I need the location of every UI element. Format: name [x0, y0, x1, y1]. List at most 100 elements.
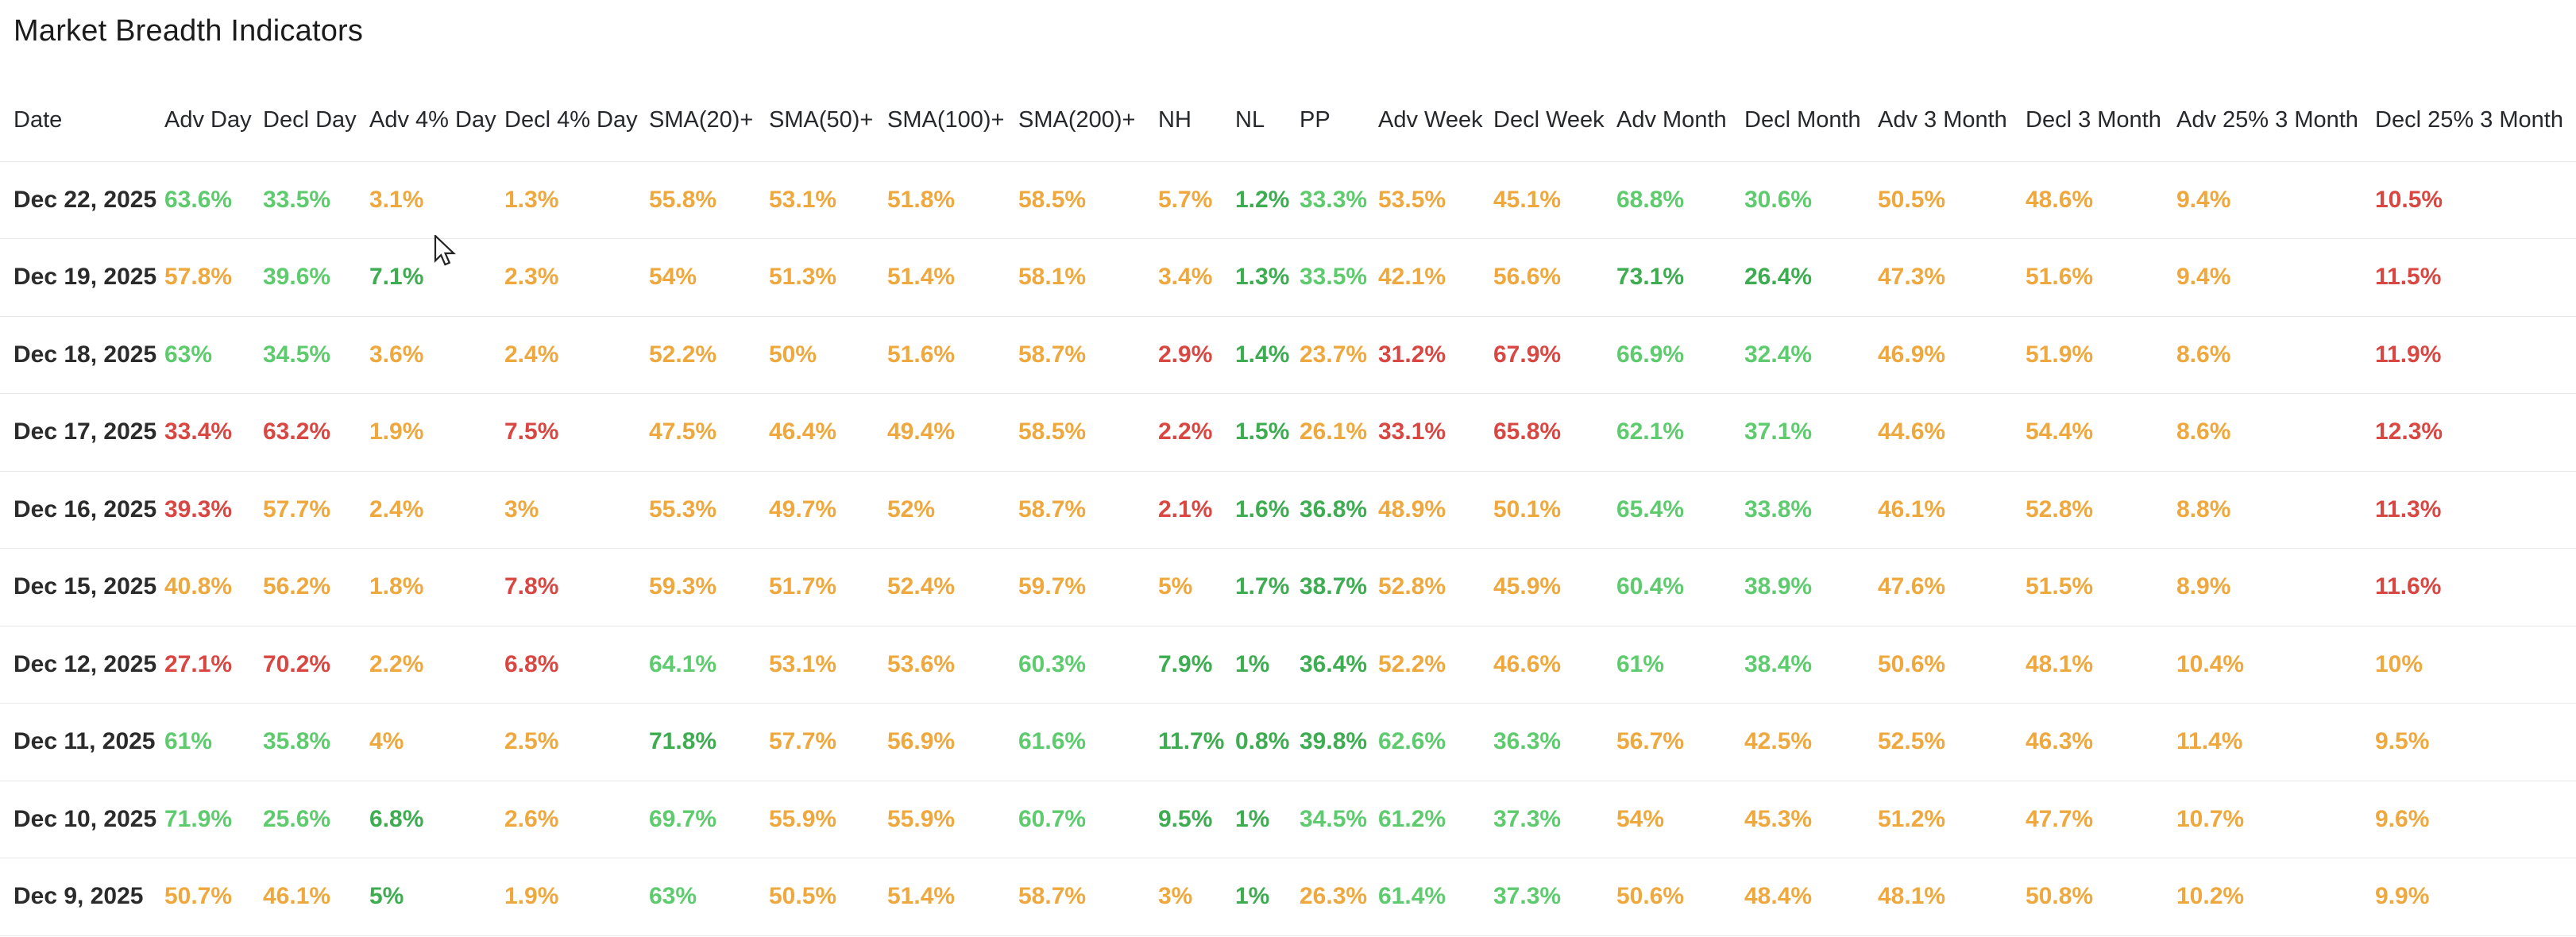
value-cell-adv-day: 39.3%	[164, 471, 263, 549]
value-cell-adv-3-month: 50.6%	[1878, 626, 2026, 704]
value-cell-nl: 1.6%	[1235, 471, 1300, 549]
value-cell-adv-day: 61%	[164, 703, 263, 781]
column-header-adv-4-day: Adv 4% Day	[369, 79, 504, 162]
value-cell-decl-week: 67.9%	[1493, 316, 1616, 394]
value-cell-adv-day: 71.9%	[164, 781, 263, 858]
value-cell-adv-month: 66.9%	[1616, 316, 1744, 394]
value-cell-decl-25-3-month: 12.3%	[2375, 393, 2576, 472]
value-cell-sma-20: 69.7%	[649, 781, 769, 858]
value-cell-decl-month: 42.5%	[1744, 703, 1878, 781]
value-cell-adv-4-day: 3.1%	[369, 161, 504, 239]
value-cell-adv-week: 61.2%	[1378, 781, 1493, 858]
value-cell-decl-3-month: 54.4%	[2026, 393, 2176, 472]
value-cell-sma-20: 64.1%	[649, 626, 769, 704]
value-cell-adv-week: 42.1%	[1378, 238, 1493, 317]
value-cell-nl: 1.3%	[1235, 238, 1300, 317]
value-cell-decl-week: 45.9%	[1493, 548, 1616, 627]
value-cell-decl-day: 70.2%	[263, 626, 369, 704]
value-cell-decl-25-3-month: 9.9%	[2375, 858, 2576, 936]
value-cell-sma-50: 49.7%	[769, 471, 887, 549]
value-cell-sma-100: 51.6%	[887, 316, 1018, 394]
value-cell-decl-week: 46.6%	[1493, 626, 1616, 704]
value-cell-sma-100: 55.9%	[887, 781, 1018, 858]
value-cell-sma-200: 58.1%	[1018, 238, 1158, 317]
value-cell-sma-50: 50.5%	[769, 858, 887, 936]
value-cell-adv-month: 61%	[1616, 626, 1744, 704]
value-cell-adv-week: 62.6%	[1378, 703, 1493, 781]
table-row: Dec 10, 2025 71.9% 25.6% 6.8% 2.6% 69.7% 55.9%…	[0, 781, 2576, 858]
value-cell-decl-4-day: 7.5%	[504, 393, 649, 472]
column-header-nl: NL	[1235, 79, 1300, 162]
value-cell-adv-week: 61.4%	[1378, 858, 1493, 936]
value-cell-sma-100: 53.6%	[887, 626, 1018, 704]
value-cell-nh: 2.2%	[1158, 393, 1235, 472]
value-cell-adv-week: 31.2%	[1378, 316, 1493, 394]
value-cell-pp: 36.4%	[1300, 626, 1378, 704]
value-cell-decl-day: 57.7%	[263, 471, 369, 549]
value-cell-decl-day: 46.1%	[263, 858, 369, 936]
value-cell-adv-week: 53.5%	[1378, 161, 1493, 239]
value-cell-adv-month: 65.4%	[1616, 471, 1744, 549]
value-cell-sma-200: 58.7%	[1018, 471, 1158, 549]
value-cell-adv-month: 54%	[1616, 781, 1744, 858]
value-cell-nl: 1.4%	[1235, 316, 1300, 394]
value-cell-decl-month: 37.1%	[1744, 393, 1878, 472]
value-cell-adv-day: 57.8%	[164, 238, 263, 317]
date-cell: Dec 9, 2025	[0, 858, 164, 936]
value-cell-decl-3-month: 48.6%	[2026, 161, 2176, 239]
value-cell-decl-4-day: 7.8%	[504, 548, 649, 627]
value-cell-sma-50: 53.1%	[769, 626, 887, 704]
value-cell-decl-week: 45.1%	[1493, 161, 1616, 239]
value-cell-decl-4-day: 3%	[504, 471, 649, 549]
value-cell-pp: 34.5%	[1300, 781, 1378, 858]
value-cell-nl: 1.2%	[1235, 161, 1300, 239]
value-cell-decl-week: 56.6%	[1493, 238, 1616, 317]
value-cell-decl-week: 37.3%	[1493, 858, 1616, 936]
value-cell-decl-day: 33.5%	[263, 161, 369, 239]
value-cell-decl-3-month: 51.6%	[2026, 238, 2176, 317]
value-cell-decl-3-month: 48.1%	[2026, 626, 2176, 704]
value-cell-decl-month: 48.4%	[1744, 858, 1878, 936]
value-cell-sma-200: 61.6%	[1018, 703, 1158, 781]
date-cell: Dec 19, 2025	[0, 238, 164, 317]
value-cell-decl-3-month: 46.3%	[2026, 703, 2176, 781]
value-cell-pp: 38.7%	[1300, 548, 1378, 627]
value-cell-decl-week: 65.8%	[1493, 393, 1616, 472]
value-cell-adv-25-3-month: 8.6%	[2176, 393, 2375, 472]
value-cell-decl-week: 50.1%	[1493, 471, 1616, 549]
value-cell-decl-25-3-month: 11.9%	[2375, 316, 2576, 394]
value-cell-adv-3-month: 50.5%	[1878, 161, 2026, 239]
value-cell-sma-100: 52%	[887, 471, 1018, 549]
column-header-adv-day: Adv Day	[164, 79, 263, 162]
value-cell-decl-4-day: 1.3%	[504, 161, 649, 239]
table-row: Dec 17, 2025 33.4% 63.2% 1.9% 7.5% 47.5% 46.4%…	[0, 393, 2576, 472]
value-cell-sma-100: 51.4%	[887, 858, 1018, 936]
value-cell-sma-20: 59.3%	[649, 548, 769, 627]
value-cell-adv-week: 33.1%	[1378, 393, 1493, 472]
value-cell-adv-4-day: 7.1%	[369, 238, 504, 317]
value-cell-adv-3-month: 52.5%	[1878, 703, 2026, 781]
value-cell-sma-50: 53.1%	[769, 161, 887, 239]
date-cell: Dec 10, 2025	[0, 781, 164, 858]
table-row: Dec 12, 2025 27.1% 70.2% 2.2% 6.8% 64.1% 53.1%…	[0, 626, 2576, 704]
value-cell-decl-25-3-month: 9.5%	[2375, 703, 2576, 781]
date-cell: Dec 12, 2025	[0, 626, 164, 704]
value-cell-decl-4-day: 2.5%	[504, 703, 649, 781]
table-header-row: Date Adv Day Decl Day Adv 4% Day Decl 4% Day…	[0, 79, 2576, 162]
value-cell-decl-25-3-month: 11.6%	[2375, 548, 2576, 627]
date-cell: Dec 18, 2025	[0, 316, 164, 394]
value-cell-adv-month: 73.1%	[1616, 238, 1744, 317]
date-cell: Dec 17, 2025	[0, 393, 164, 472]
value-cell-sma-20: 47.5%	[649, 393, 769, 472]
value-cell-sma-200: 58.7%	[1018, 316, 1158, 394]
column-header-sma-200: SMA(200)+	[1018, 79, 1158, 162]
value-cell-decl-day: 34.5%	[263, 316, 369, 394]
value-cell-adv-3-month: 46.1%	[1878, 471, 2026, 549]
value-cell-pp: 39.8%	[1300, 703, 1378, 781]
value-cell-adv-25-3-month: 10.2%	[2176, 858, 2375, 936]
value-cell-sma-20: 55.8%	[649, 161, 769, 239]
value-cell-nl: 1.7%	[1235, 548, 1300, 627]
value-cell-decl-25-3-month: 10.5%	[2375, 161, 2576, 239]
value-cell-sma-50: 51.7%	[769, 548, 887, 627]
value-cell-adv-day: 27.1%	[164, 626, 263, 704]
